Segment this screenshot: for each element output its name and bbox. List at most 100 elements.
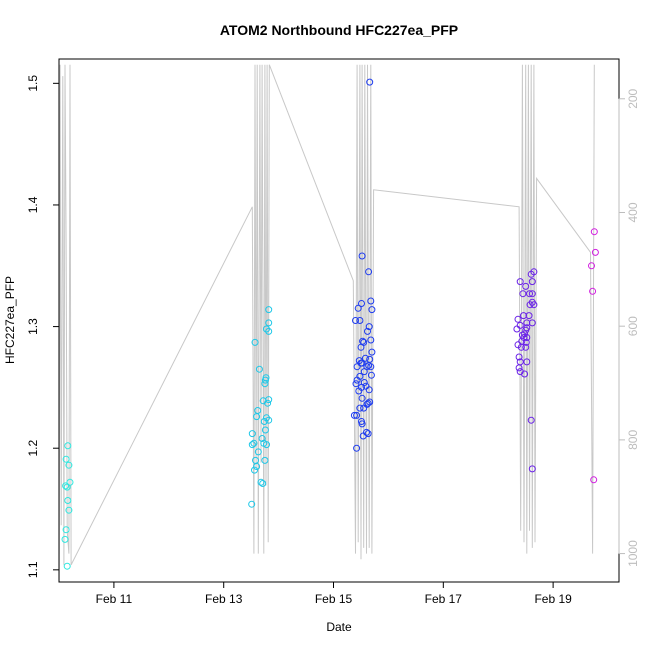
data-point [263,325,270,333]
y-tick-label: 1.4 [26,196,40,213]
data-point [368,306,376,314]
x-tick-label: Feb 19 [534,592,572,606]
y-tick-label: 1.5 [26,75,40,92]
data-point [522,338,530,346]
data-point [360,404,368,412]
data-point [589,287,597,295]
data-point [366,78,374,86]
data-point [352,380,360,388]
data-point [526,301,534,309]
data-point [521,370,529,378]
y-axis-label: HFC227ea_PFP [3,276,17,364]
x-axis-label: Date [326,620,352,634]
x-tick-label: Feb 11 [96,592,133,606]
data-point [264,399,272,407]
data-point [365,386,373,394]
data-point [261,426,269,434]
data-point [62,455,70,463]
data-point [528,319,536,327]
data-point [525,312,533,320]
data-point [356,317,364,324]
data-point [263,441,270,449]
chart-title: ATOM2 Northbound HFC227ea_PFP [220,22,458,38]
data-point [367,371,375,379]
data-point [265,327,273,335]
data-point [353,444,361,452]
data-point [522,326,530,334]
data-point [251,338,259,346]
data-point [522,343,530,351]
data-point [526,290,533,298]
data-point [257,478,265,486]
data-point [364,327,371,335]
data-point [367,336,375,344]
data-point [523,334,531,341]
data-point [357,359,365,367]
data-point [528,278,536,286]
data-point [353,411,361,419]
data-point [367,297,375,305]
data-point [265,396,273,404]
right-tick-label: 800 [626,430,640,450]
data-point [248,500,256,508]
data-point [261,456,269,464]
data-point [358,252,366,260]
series-group [61,442,74,570]
data-point [253,413,261,421]
data-points-layer [61,78,599,570]
data-point [515,364,523,372]
x-axis: Feb 11 Feb 13 Feb 15 Feb 17 Feb 19 [96,581,572,606]
data-point [588,262,595,270]
data-point [365,323,373,331]
data-point [248,441,256,449]
data-point [516,278,524,286]
data-point [530,301,538,309]
data-point [265,416,273,424]
data-point [527,416,535,424]
data-point [357,343,365,351]
data-point [515,353,523,361]
data-point [356,404,364,412]
data-point [259,480,267,487]
data-point [365,268,373,276]
data-point [591,248,599,256]
data-point [355,387,363,395]
data-point [350,411,358,419]
data-point [523,358,531,366]
data-point [517,343,525,351]
series-group [350,78,376,452]
data-point [63,483,71,491]
data-point [353,363,361,371]
y-tick-label: 1.2 [26,440,40,457]
series-group [513,268,538,473]
series-group [248,306,273,508]
right-axis: 200 400 600 800 1000 [618,88,640,567]
data-point [514,315,522,323]
data-point [251,466,258,474]
data-point [353,376,361,384]
data-point [65,506,73,514]
data-point [364,399,372,407]
data-point [527,270,535,278]
right-tick-label: 1000 [626,540,640,567]
data-point [250,439,258,447]
data-point [528,290,536,298]
data-point [263,414,270,422]
data-point [364,430,372,438]
data-point [522,282,530,290]
data-point [258,435,266,442]
data-point [368,348,376,356]
data-point [367,363,375,371]
data-point [352,317,359,324]
right-tick-label: 200 [626,88,640,108]
data-point [64,442,72,450]
series-group [588,228,599,484]
y-axis: 1.1 1.2 1.3 1.4 1.5 [26,75,60,578]
data-point [65,461,73,469]
data-point [261,380,269,388]
right-tick-label: 600 [626,316,640,336]
data-point [261,376,269,384]
data-point [590,476,598,484]
data-point [260,418,268,425]
